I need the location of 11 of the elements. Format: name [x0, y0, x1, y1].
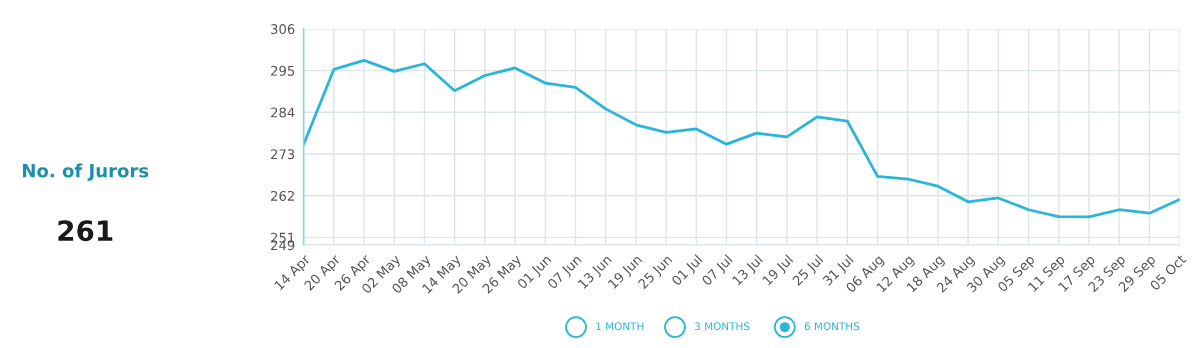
text: 261: [58, 220, 113, 242]
y-tick-label: 284: [271, 107, 295, 118]
text: 3 MONTHS: [694, 322, 750, 331]
y-tick-label: 273: [271, 149, 295, 160]
y-tick-label: 306: [271, 24, 295, 35]
y-tick-label: 295: [271, 65, 295, 76]
text: No. of Jurors: [22, 163, 149, 181]
y-tick-label: 262: [271, 190, 294, 201]
text: 1 MONTH: [596, 322, 644, 331]
text: 6 MONTHS: [804, 322, 860, 331]
line-series: [303, 58, 1180, 219]
